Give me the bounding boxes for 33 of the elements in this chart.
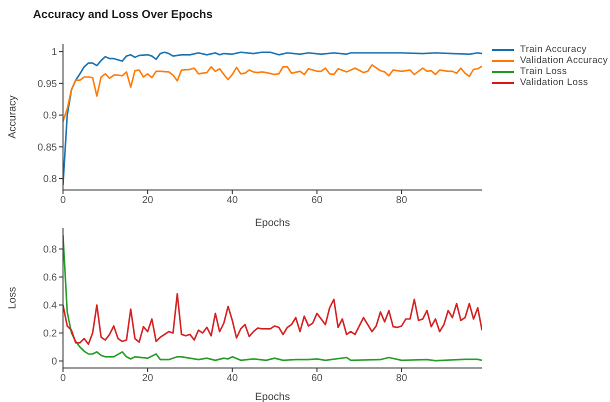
legend-label: Validation Accuracy bbox=[520, 55, 608, 66]
x-tick-label: 20 bbox=[142, 195, 154, 206]
x-tick-label: 0 bbox=[60, 373, 66, 384]
line-series bbox=[63, 51, 482, 186]
line-series bbox=[63, 64, 482, 122]
y-tick-label: 0.6 bbox=[43, 272, 58, 284]
x-tick-label: 80 bbox=[396, 195, 408, 206]
x-tick-label: 40 bbox=[226, 373, 238, 384]
x-tick-label: 60 bbox=[311, 195, 323, 206]
x-tick-label: 20 bbox=[142, 373, 154, 384]
legend-label: Train Accuracy bbox=[520, 44, 587, 55]
y-tick-label: 0.4 bbox=[43, 300, 58, 312]
y-tick-label: 1 bbox=[51, 47, 58, 58]
y-tick-label: 0.2 bbox=[43, 328, 58, 340]
chart-title: Accuracy and Loss Over Epochs bbox=[33, 9, 213, 21]
y-tick-label: 0 bbox=[51, 356, 58, 368]
x-tick-label: 0 bbox=[60, 195, 66, 206]
line-series bbox=[63, 293, 482, 345]
x-axis-title: Epochs bbox=[254, 391, 290, 402]
legend-label: Validation Loss bbox=[520, 77, 588, 88]
y-tick-label: 0.9 bbox=[43, 110, 58, 122]
legend-label: Train Loss bbox=[520, 66, 567, 77]
x-tick-label: 80 bbox=[396, 373, 408, 384]
y-tick-label: 0.8 bbox=[43, 174, 58, 186]
y-tick-label: 0.95 bbox=[38, 78, 58, 90]
x-tick-label: 40 bbox=[226, 195, 238, 206]
x-tick-label: 60 bbox=[311, 373, 323, 384]
line-series bbox=[63, 234, 482, 362]
x-axis-title: Epochs bbox=[254, 217, 290, 229]
y-axis-title: Loss bbox=[6, 286, 19, 310]
y-tick-label: 0.8 bbox=[43, 244, 58, 256]
y-axis-title: Accuracy bbox=[6, 94, 19, 139]
y-tick-label: 0.85 bbox=[38, 142, 58, 154]
